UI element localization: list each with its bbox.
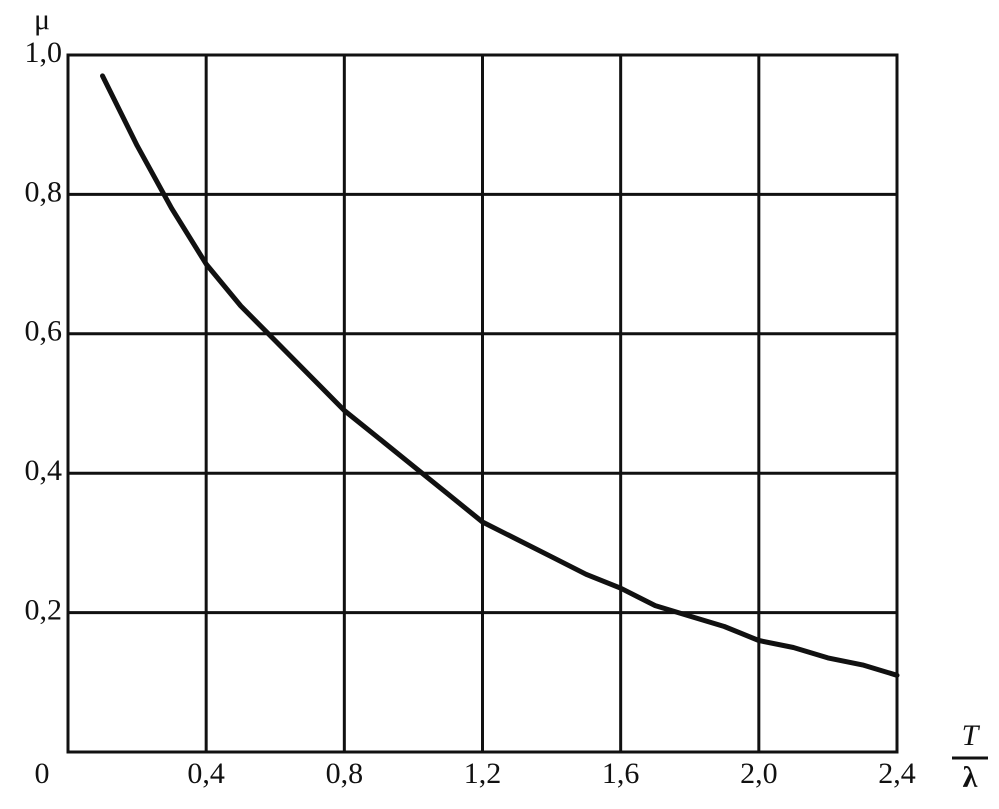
x-tick-label: 2,4 (878, 757, 916, 790)
x-tick-label: 1,6 (602, 757, 640, 790)
y-tick-label: 0,6 (25, 315, 63, 348)
curve (100, 73, 900, 678)
x-axis-label-denominator: λ (963, 761, 978, 794)
y-tick-label: 1,0 (25, 36, 63, 69)
x-tick-label: 0 (35, 757, 50, 790)
x-tick-label: 2,0 (740, 757, 778, 790)
x-tick-label: 0,4 (187, 757, 225, 790)
y-tick-label: 0,4 (25, 454, 63, 487)
y-tick-label: 0,8 (25, 175, 63, 208)
x-tick-label: 1,2 (464, 757, 502, 790)
y-axis-label: μ (34, 3, 50, 36)
x-axis-label-numerator: T (962, 719, 981, 752)
x-tick-label: 0,8 (326, 757, 364, 790)
y-tick-label: 0,2 (25, 593, 63, 626)
